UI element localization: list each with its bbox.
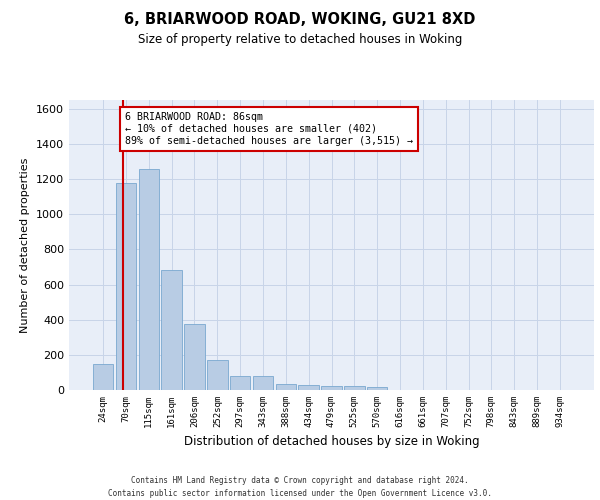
Bar <box>116 184 136 390</box>
Bar <box>93 364 113 390</box>
Text: Contains HM Land Registry data © Crown copyright and database right 2024.
Contai: Contains HM Land Registry data © Crown c… <box>108 476 492 498</box>
Text: Size of property relative to detached houses in Woking: Size of property relative to detached ho… <box>138 32 462 46</box>
Bar <box>253 376 273 390</box>
Y-axis label: Number of detached properties: Number of detached properties <box>20 158 31 332</box>
Bar <box>321 386 342 390</box>
Bar <box>298 384 319 390</box>
Bar <box>161 270 182 390</box>
Bar <box>207 360 227 390</box>
Bar <box>184 324 205 390</box>
Bar <box>230 376 250 390</box>
Bar <box>367 388 388 390</box>
X-axis label: Distribution of detached houses by size in Woking: Distribution of detached houses by size … <box>184 436 479 448</box>
Bar <box>139 168 159 390</box>
Bar <box>344 386 365 390</box>
Text: 6 BRIARWOOD ROAD: 86sqm
← 10% of detached houses are smaller (402)
89% of semi-d: 6 BRIARWOOD ROAD: 86sqm ← 10% of detache… <box>125 112 413 146</box>
Text: 6, BRIARWOOD ROAD, WOKING, GU21 8XD: 6, BRIARWOOD ROAD, WOKING, GU21 8XD <box>124 12 476 28</box>
Bar <box>275 384 296 390</box>
